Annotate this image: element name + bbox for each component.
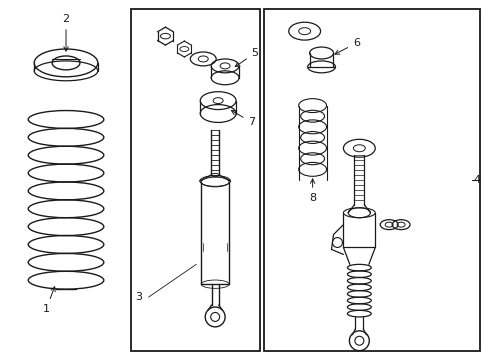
Text: 4: 4 — [472, 175, 479, 185]
Bar — [130, 9, 260, 351]
Text: 7: 7 — [231, 111, 255, 127]
Text: 6: 6 — [334, 38, 359, 54]
Text: 2: 2 — [62, 14, 69, 51]
Text: 1: 1 — [42, 287, 55, 314]
Text: 3: 3 — [135, 292, 142, 302]
Text: 8: 8 — [308, 179, 316, 203]
Bar — [264, 9, 479, 351]
Text: 5: 5 — [235, 48, 258, 67]
